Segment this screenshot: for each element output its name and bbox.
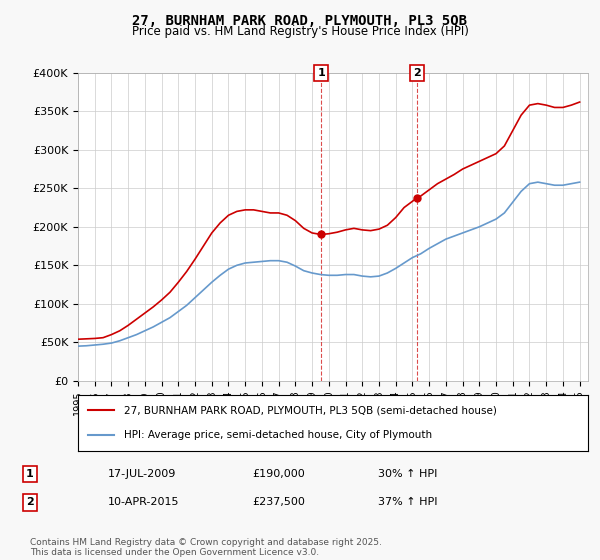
Text: 1: 1 xyxy=(317,68,325,78)
Text: 2: 2 xyxy=(413,68,421,78)
Text: Contains HM Land Registry data © Crown copyright and database right 2025.
This d: Contains HM Land Registry data © Crown c… xyxy=(30,538,382,557)
Text: 30% ↑ HPI: 30% ↑ HPI xyxy=(378,469,437,479)
Text: HPI: Average price, semi-detached house, City of Plymouth: HPI: Average price, semi-detached house,… xyxy=(124,430,432,440)
Text: 27, BURNHAM PARK ROAD, PLYMOUTH, PL3 5QB (semi-detached house): 27, BURNHAM PARK ROAD, PLYMOUTH, PL3 5QB… xyxy=(124,405,497,416)
Text: 17-JUL-2009: 17-JUL-2009 xyxy=(108,469,176,479)
Text: Price paid vs. HM Land Registry's House Price Index (HPI): Price paid vs. HM Land Registry's House … xyxy=(131,25,469,38)
Text: 27, BURNHAM PARK ROAD, PLYMOUTH, PL3 5QB: 27, BURNHAM PARK ROAD, PLYMOUTH, PL3 5QB xyxy=(133,14,467,28)
Text: 1: 1 xyxy=(26,469,34,479)
Text: 10-APR-2015: 10-APR-2015 xyxy=(108,497,179,507)
Text: 37% ↑ HPI: 37% ↑ HPI xyxy=(378,497,437,507)
Text: 2: 2 xyxy=(26,497,34,507)
Text: £190,000: £190,000 xyxy=(252,469,305,479)
Text: £237,500: £237,500 xyxy=(252,497,305,507)
